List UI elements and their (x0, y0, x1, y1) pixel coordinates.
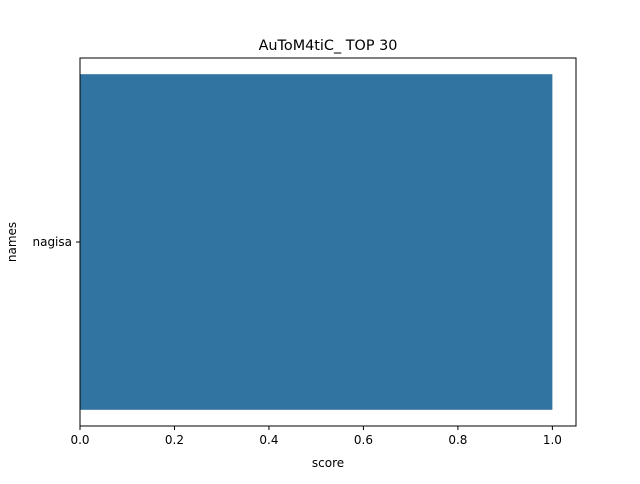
x-tick-label: 0.8 (448, 433, 467, 447)
bar-nagisa (80, 74, 553, 410)
x-tick-label: 0.2 (165, 433, 184, 447)
y-axis-label: names (5, 222, 19, 262)
x-tick-label: 0.4 (259, 433, 278, 447)
x-axis-label: score (312, 456, 344, 470)
x-tick-label: 0.0 (70, 433, 89, 447)
y-tick-label: nagisa (32, 235, 72, 249)
chart-title: AuToM4tiC_ TOP 30 (259, 38, 398, 54)
x-tick-label: 1.0 (543, 433, 562, 447)
x-tick-label: 0.6 (354, 433, 373, 447)
